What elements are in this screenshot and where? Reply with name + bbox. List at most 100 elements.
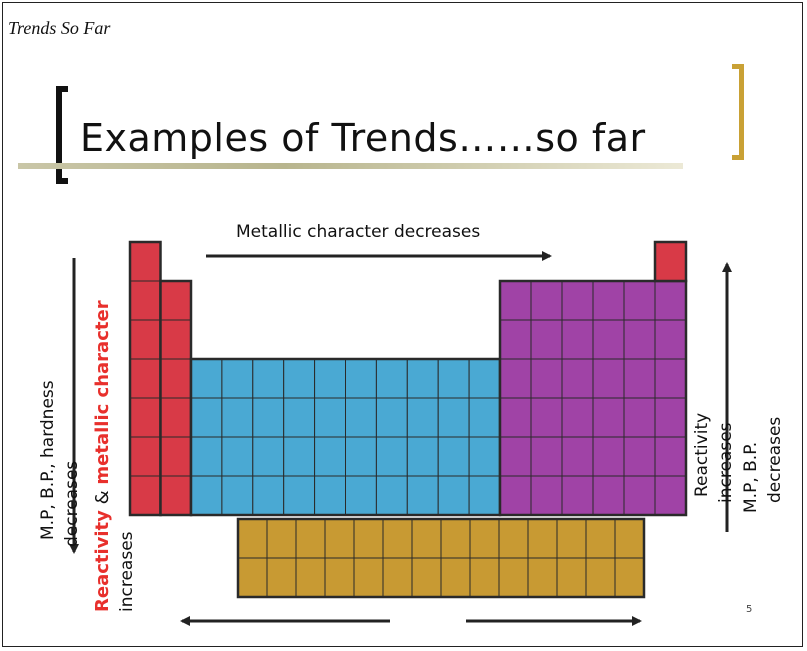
page-number: 5 xyxy=(746,604,753,615)
d-block-cell xyxy=(345,397,377,438)
f-block-cell xyxy=(527,557,558,598)
d-block-cell xyxy=(437,397,470,438)
f-block-cell xyxy=(237,557,268,598)
p-block-cell xyxy=(654,436,687,477)
f-block-cell xyxy=(469,518,500,559)
f-block-cell xyxy=(498,518,529,559)
p-block-cell xyxy=(623,475,656,516)
f-block-cell xyxy=(556,557,587,598)
d-block-cell xyxy=(406,358,439,399)
d-block-cell xyxy=(252,397,285,438)
p-block-cell xyxy=(530,319,563,360)
f-block-cell xyxy=(411,557,442,598)
p-block-cell xyxy=(530,358,563,399)
f-block-cell xyxy=(324,518,355,559)
d-block-cell xyxy=(314,436,347,477)
p-block-cell xyxy=(654,319,687,360)
f-block-cell xyxy=(382,518,413,559)
left-label-reactivity: Reactivity & metallic character xyxy=(92,300,113,612)
p-block-cell xyxy=(561,319,594,360)
p-block-cell xyxy=(499,436,532,477)
p-block-helium-outline xyxy=(653,240,688,283)
p-block-cell xyxy=(592,475,625,516)
d-block-cell xyxy=(252,475,285,516)
f-block-cell xyxy=(295,557,326,598)
p-block-cell xyxy=(499,280,532,321)
reactivity-text: Reactivity xyxy=(92,510,113,612)
f-block-cell xyxy=(411,518,442,559)
slide-title: Examples of Trends……so far xyxy=(80,116,646,160)
s-block-group2-cell xyxy=(160,358,192,399)
p-block-cell xyxy=(561,280,594,321)
d-block-cell xyxy=(406,397,439,438)
d-block-cell xyxy=(468,358,501,399)
d-block-cell xyxy=(221,436,254,477)
p-block-cell xyxy=(592,280,625,321)
d-block-cell xyxy=(345,436,377,477)
p-block-cell xyxy=(654,475,687,516)
p-block-cell xyxy=(592,397,625,438)
d-block xyxy=(189,357,502,517)
p-block-cell xyxy=(623,280,656,321)
p-block-cell xyxy=(499,319,532,360)
title-underline xyxy=(18,163,683,169)
d-block-cell xyxy=(190,358,223,399)
s-block-group1-cell xyxy=(129,280,161,321)
d-block-cell xyxy=(468,397,501,438)
d-block-cell xyxy=(375,397,408,438)
d-block-cell xyxy=(190,475,223,516)
d-block-cell xyxy=(345,358,377,399)
d-block-cell xyxy=(283,436,316,477)
f-block-cell xyxy=(266,518,297,559)
d-block-cell xyxy=(406,436,439,477)
f-block-cell xyxy=(585,557,616,598)
p-block-cell xyxy=(561,436,594,477)
p-block xyxy=(498,279,688,517)
d-block-cell xyxy=(252,436,285,477)
p-block-cell xyxy=(499,397,532,438)
d-block-cell xyxy=(406,475,439,516)
d-block-cell xyxy=(190,397,223,438)
f-block-cell xyxy=(527,518,558,559)
p-block-cell xyxy=(530,436,563,477)
p-block-cell xyxy=(499,475,532,516)
p-block-cell xyxy=(654,280,687,321)
d-block-cell xyxy=(221,475,254,516)
p-block-cell xyxy=(561,475,594,516)
s-block-group2-cell xyxy=(160,436,192,477)
d-block-cell xyxy=(345,475,377,516)
p-block-cell xyxy=(592,319,625,360)
slide-caption: Trends So Far xyxy=(8,18,111,38)
f-block-cell xyxy=(295,518,326,559)
d-block-cell xyxy=(221,358,254,399)
d-block-cell xyxy=(314,397,347,438)
f-block-cell xyxy=(353,518,384,559)
f-block xyxy=(236,517,646,599)
p-block-cell xyxy=(530,280,563,321)
p-block-cell xyxy=(561,397,594,438)
d-block-cell xyxy=(375,436,408,477)
p-block-cell xyxy=(654,397,687,438)
s-block-group1 xyxy=(128,240,162,517)
s-block-group2-cell xyxy=(160,475,192,516)
left-label-decreases: decreases xyxy=(62,460,82,547)
left-label-increases: increases xyxy=(117,531,137,612)
d-block-cell xyxy=(437,436,470,477)
d-block-cell xyxy=(314,358,347,399)
p-block-cell xyxy=(530,475,563,516)
d-block-cell xyxy=(314,475,347,516)
right-label-mp-bp: M.P, B.P. xyxy=(741,441,761,513)
f-block-cell xyxy=(382,557,413,598)
p-block-cell xyxy=(592,436,625,477)
f-block-outline xyxy=(236,517,646,599)
d-block-cell xyxy=(468,436,501,477)
s-block-group1-cell xyxy=(129,436,161,477)
s-block-group2 xyxy=(159,279,193,517)
p-block-cell xyxy=(561,358,594,399)
s-block-group1-cell xyxy=(129,319,161,360)
d-block-cell xyxy=(283,358,316,399)
d-block-cell xyxy=(437,475,470,516)
s-block-group1-cell xyxy=(129,397,161,438)
d-block-cell xyxy=(375,358,408,399)
